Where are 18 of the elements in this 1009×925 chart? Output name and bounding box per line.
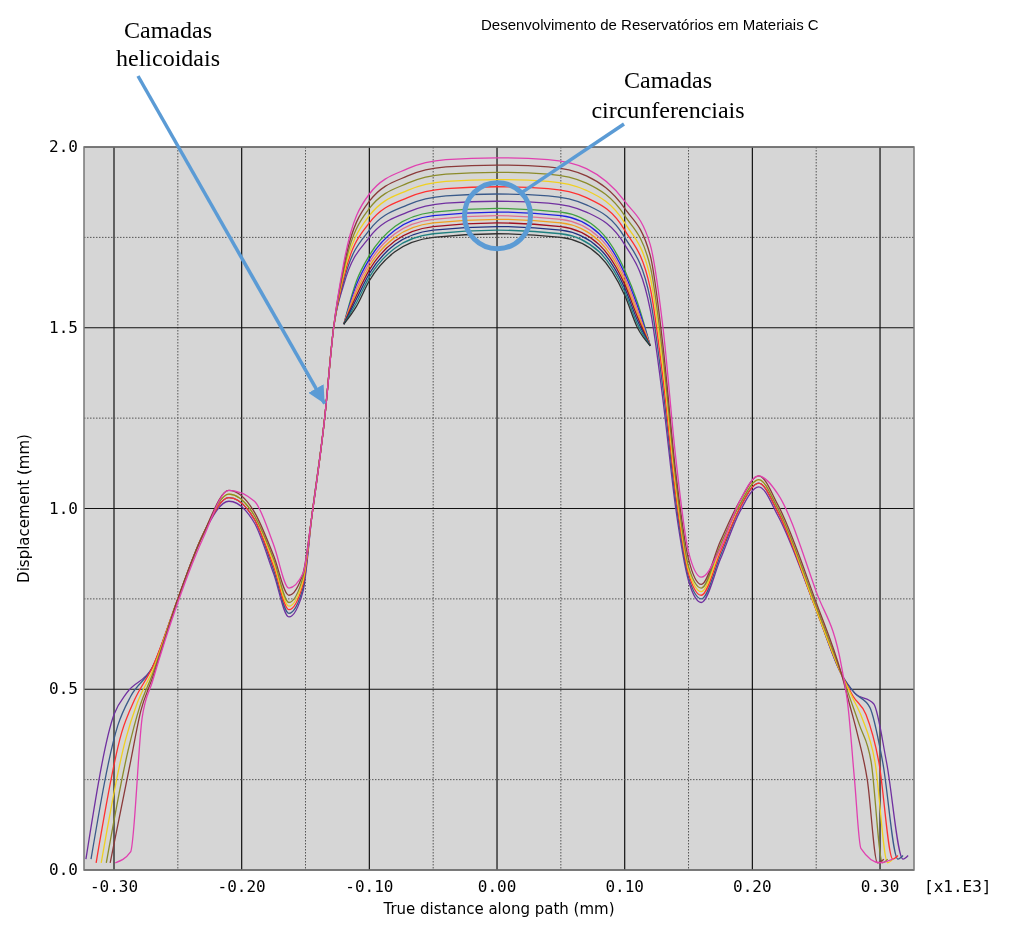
x-tick-label: -0.10 (345, 877, 394, 896)
x-axis-title: True distance along path (mm) (382, 900, 615, 918)
x-tick-label: 0.20 (733, 877, 772, 896)
x-tick-label: -0.20 (217, 877, 266, 896)
annotation: Camadas helicoidais (116, 17, 220, 71)
y-tick-label: 2.0 (49, 137, 78, 156)
annotation: Camadas circunferenciais (591, 67, 745, 123)
y-tick-label: 1.5 (49, 317, 78, 337)
text: Desenvolvimento de Reservatórios em Materiais C (481, 16, 819, 33)
x-tick-label: -0.30 (89, 877, 139, 896)
y-tick-label: 0.0 (49, 860, 78, 879)
y-tick-label: 0.5 (49, 679, 78, 699)
x-tick-label: 0.30 (860, 877, 900, 896)
y-axis-title: Displacement (mm) (15, 434, 33, 583)
x-tick-label: 0.00 (477, 877, 517, 896)
x-tick-label: 0.10 (605, 877, 644, 896)
text: [x1.E3] (924, 877, 992, 896)
y-tick-label: 1.0 (49, 498, 78, 518)
